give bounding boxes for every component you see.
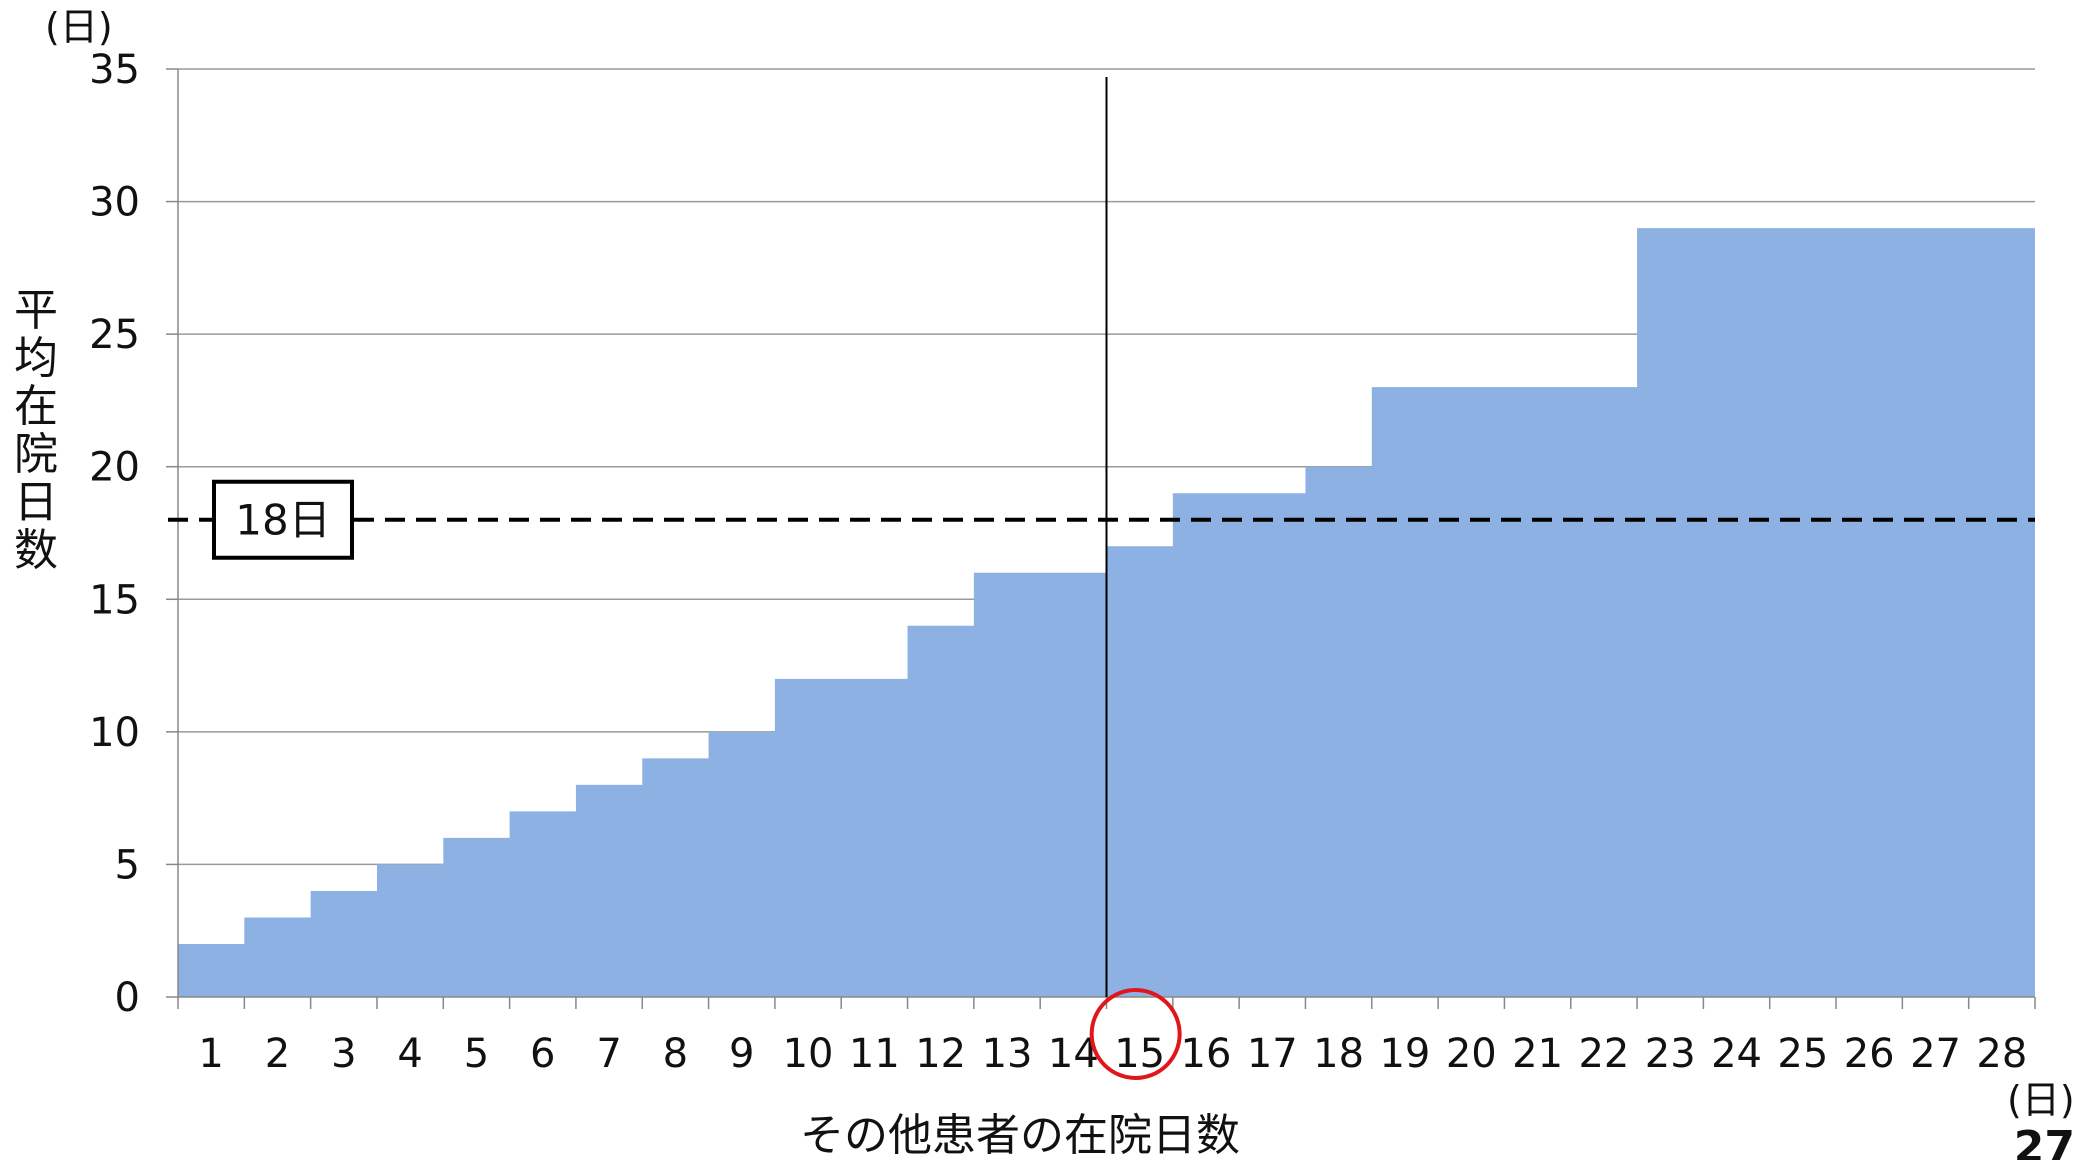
- x-axis-ticks: 1 2 3 4 5 6 7 8 9 10 11 12 13 14 15 16 17 18 19 20 21 22 23 24 2…: [177, 997, 2036, 1077]
- x-tick-label: 25: [1777, 1031, 1828, 1077]
- x-tick-label: 18: [1313, 1031, 1364, 1077]
- x-tick-label: 9: [729, 1031, 754, 1077]
- x-tick-label: 7: [596, 1031, 621, 1077]
- x-tick-label: 3: [331, 1031, 356, 1077]
- y-tick-label: 10: [89, 710, 140, 756]
- y-axis-title-char: 在: [14, 381, 58, 432]
- x-tick-label: 2: [265, 1031, 290, 1077]
- x-tick-label: 11: [849, 1031, 900, 1077]
- x-tick-label: 4: [397, 1031, 422, 1077]
- x-tick-label: 26: [1844, 1031, 1895, 1077]
- y-axis-title-char: 平: [14, 285, 58, 336]
- x-tick-label: 22: [1578, 1031, 1629, 1077]
- x-tick-label: 17: [1247, 1031, 1298, 1077]
- reference-label-box: [212, 479, 354, 560]
- x-axis-unit: (日): [2007, 1078, 2075, 1122]
- x-tick-label: 6: [530, 1031, 555, 1077]
- y-axis-title-char: 均: [14, 333, 58, 384]
- reference-label-text: 18日: [235, 496, 330, 545]
- y-axis-ticks: 0 5 10 15 20 25 30 35: [89, 47, 178, 1021]
- x-tick-label: 8: [663, 1031, 688, 1077]
- y-tick-label: 15: [89, 577, 140, 623]
- x-tick-label: 5: [464, 1031, 489, 1077]
- x-tick-label: 21: [1512, 1031, 1563, 1077]
- x-axis-title: その他患者の在院日数: [800, 1110, 1240, 1160]
- x-tick-label: 24: [1711, 1031, 1762, 1077]
- x-tick-label: 27: [1910, 1031, 1961, 1077]
- x-tick-label: 19: [1379, 1031, 1430, 1077]
- x-tick-label: 15: [1114, 1031, 1165, 1077]
- y-tick-label: 30: [89, 180, 140, 226]
- x-tick-label: 13: [982, 1031, 1033, 1077]
- y-tick-label: 20: [89, 445, 140, 491]
- y-tick-label: 0: [115, 975, 140, 1021]
- x-tick-label: 23: [1645, 1031, 1696, 1077]
- x-tick-label: 20: [1446, 1031, 1497, 1077]
- y-tick-label: 5: [115, 842, 140, 888]
- y-tick-label: 35: [89, 47, 140, 93]
- y-axis-title-char: 数: [14, 525, 58, 576]
- x-tick-label: 1: [198, 1031, 223, 1077]
- y-axis-unit: (日): [45, 5, 113, 49]
- y-axis-title-char: 院: [14, 429, 58, 480]
- x-tick-label: 12: [915, 1031, 966, 1077]
- y-axis-title-char: 日: [14, 477, 58, 528]
- page-number: 27: [2014, 1122, 2075, 1160]
- y-tick-label: 25: [89, 312, 140, 358]
- x-tick-label: 16: [1181, 1031, 1232, 1077]
- x-tick-label: 28: [1976, 1031, 2027, 1077]
- x-tick-label: 10: [783, 1031, 834, 1077]
- highlight-circle: [1089, 988, 1182, 1080]
